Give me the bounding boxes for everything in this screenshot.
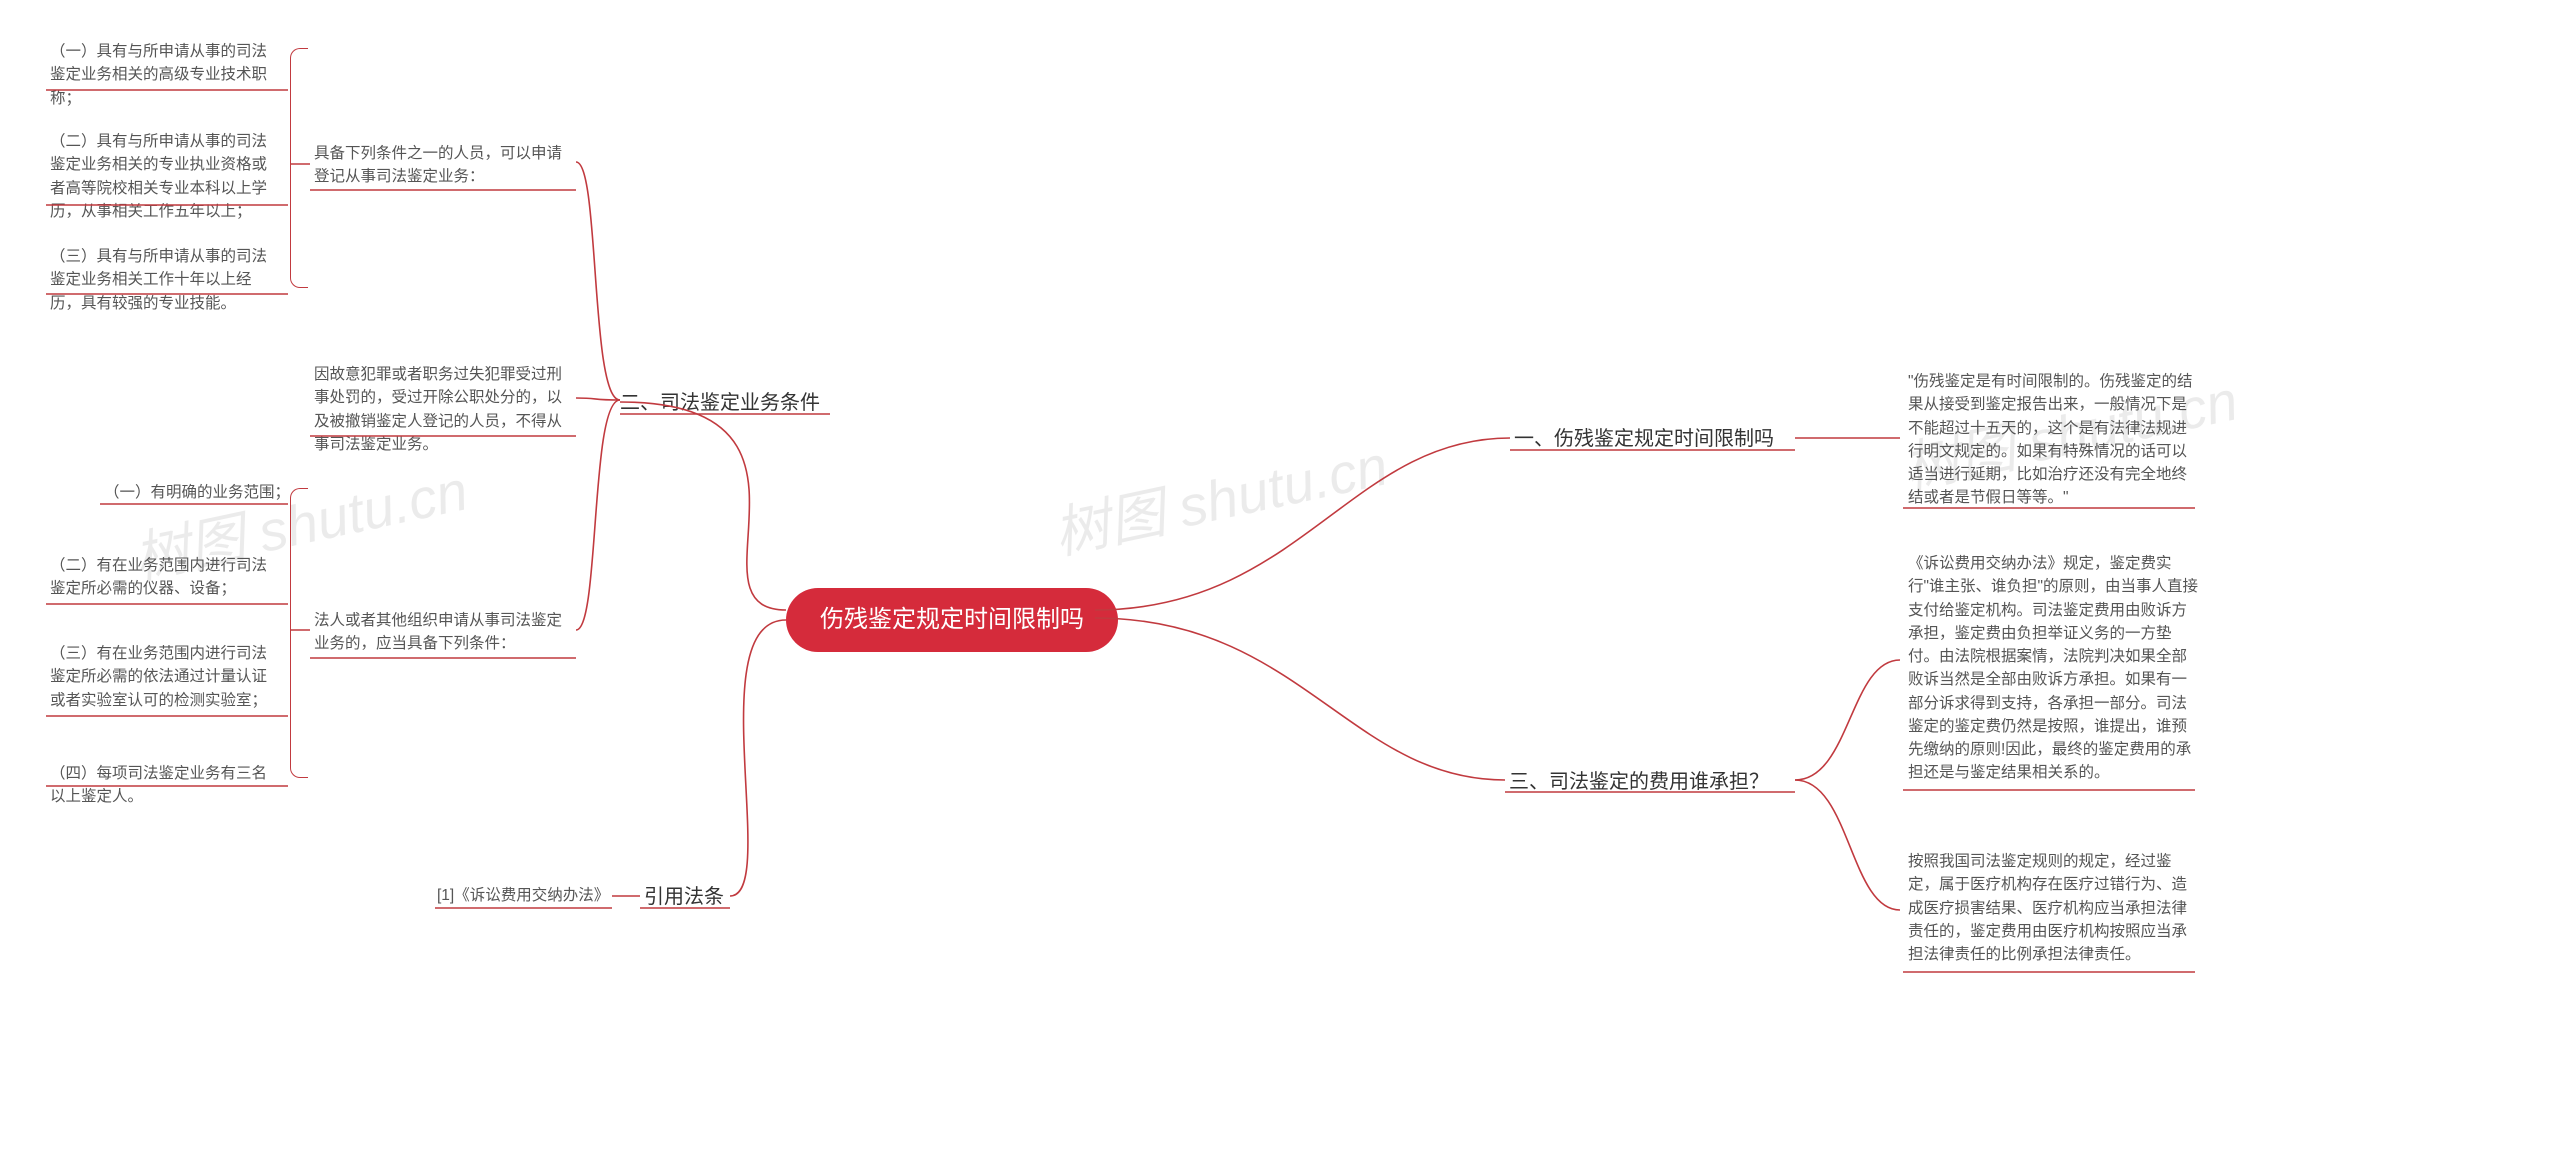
leaf-l1-c1-g1: （一）具有与所申请从事的司法鉴定业务相关的高级专业技术职称； bbox=[50, 40, 280, 110]
leaf-l1-c3: 法人或者其他组织申请从事司法鉴定业务的，应当具备下列条件： bbox=[314, 609, 574, 656]
watermark: 树图 shutu.cn bbox=[1045, 421, 1394, 571]
leaf-l1-c2: 因故意犯罪或者职务过失犯罪受过刑事处罚的，受过开除公职处分的，以及被撤销鉴定人登… bbox=[314, 363, 574, 456]
leaf-l1-c3-g2: （二）有在业务范围内进行司法鉴定所必需的仪器、设备； bbox=[50, 554, 280, 601]
leaf-l1-c1: 具备下列条件之一的人员，可以申请登记从事司法鉴定业务： bbox=[314, 142, 574, 189]
leaf-l1-c3-g4: （四）每项司法鉴定业务有三名以上鉴定人。 bbox=[50, 762, 280, 809]
bracket bbox=[290, 488, 308, 778]
leaf-right-1-1: "伤残鉴定是有时间限制的。伤残鉴定的结果从接受到鉴定报告出来，一般情况下是不能超… bbox=[1908, 370, 2198, 510]
leaf-l1-c3-g3: （三）有在业务范围内进行司法鉴定所必需的依法通过计量认证或者实验室认可的检测实验… bbox=[50, 642, 280, 712]
branch-right-2[interactable]: 三、司法鉴定的费用谁承担？ bbox=[1509, 767, 1769, 797]
leaf-l1-c1-g3: （三）具有与所申请从事的司法鉴定业务相关工作十年以上经历，具有较强的专业技能。 bbox=[50, 245, 280, 315]
mindmap-root[interactable]: 伤残鉴定规定时间限制吗 bbox=[786, 588, 1118, 652]
bracket bbox=[290, 48, 308, 288]
branch-right-1[interactable]: 一、伤残鉴定规定时间限制吗 bbox=[1514, 424, 1774, 454]
leaf-right-2-2: 按照我国司法鉴定规则的规定，经过鉴定，属于医疗机构存在医疗过错行为、造成医疗损害… bbox=[1908, 850, 2198, 966]
leaf-right-2-1: 《诉讼费用交纳办法》规定，鉴定费实行"谁主张、谁负担"的原则，由当事人直接支付给… bbox=[1908, 552, 2198, 785]
branch-left-1[interactable]: 二、司法鉴定业务条件 bbox=[620, 388, 820, 418]
branch-left-2[interactable]: 引用法条 bbox=[644, 882, 724, 912]
leaf-l1-c3-g1: （一）有明确的业务范围； bbox=[104, 481, 290, 504]
leaf-l2-c1: [1]《诉讼费用交纳办法》 bbox=[437, 884, 609, 907]
leaf-l1-c1-g2: （二）具有与所申请从事的司法鉴定业务相关的专业执业资格或者高等院校相关专业本科以… bbox=[50, 130, 280, 223]
